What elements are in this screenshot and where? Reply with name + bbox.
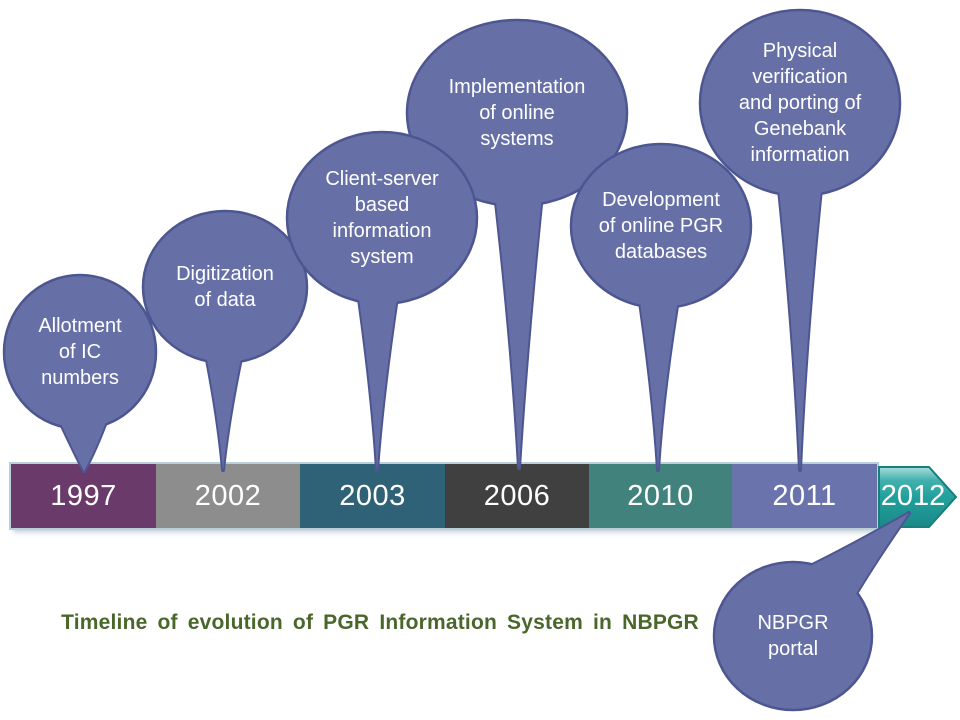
year-label-2002: 2002 bbox=[194, 479, 262, 512]
year-label-2011: 2011 bbox=[772, 479, 837, 512]
timeline-segment-2011: 2011 bbox=[732, 464, 877, 528]
year-label-2010: 2010 bbox=[627, 479, 694, 512]
balloon-label-digitization-of-data: Digitization of data bbox=[176, 263, 274, 311]
balloon-label-physical-verification: Physical verification and porting of Gen… bbox=[738, 40, 862, 166]
timeline-bar: 1997 2002 2003 2006 2010 2011 bbox=[11, 464, 877, 528]
timeline-segment-1997: 1997 bbox=[11, 464, 156, 528]
timeline-segment-2010: 2010 bbox=[589, 464, 732, 528]
year-label-1997: 1997 bbox=[50, 479, 117, 512]
year-label-2012: 2012 bbox=[880, 479, 946, 512]
timeline-segment-2002: 2002 bbox=[156, 464, 300, 528]
slide-title: Timeline of evolution of PGR Information… bbox=[61, 611, 699, 634]
timeline-segment-2003: 2003 bbox=[300, 464, 445, 528]
timeline-segment-2006: 2006 bbox=[445, 464, 589, 528]
balloon-label-allotment-ic-numbers: Allotment of IC numbers bbox=[38, 315, 122, 389]
year-label-2006: 2006 bbox=[483, 479, 551, 512]
year-label-2003: 2003 bbox=[339, 479, 406, 512]
balloon-label-nbpgr-portal: NBPGR portal bbox=[757, 612, 829, 660]
